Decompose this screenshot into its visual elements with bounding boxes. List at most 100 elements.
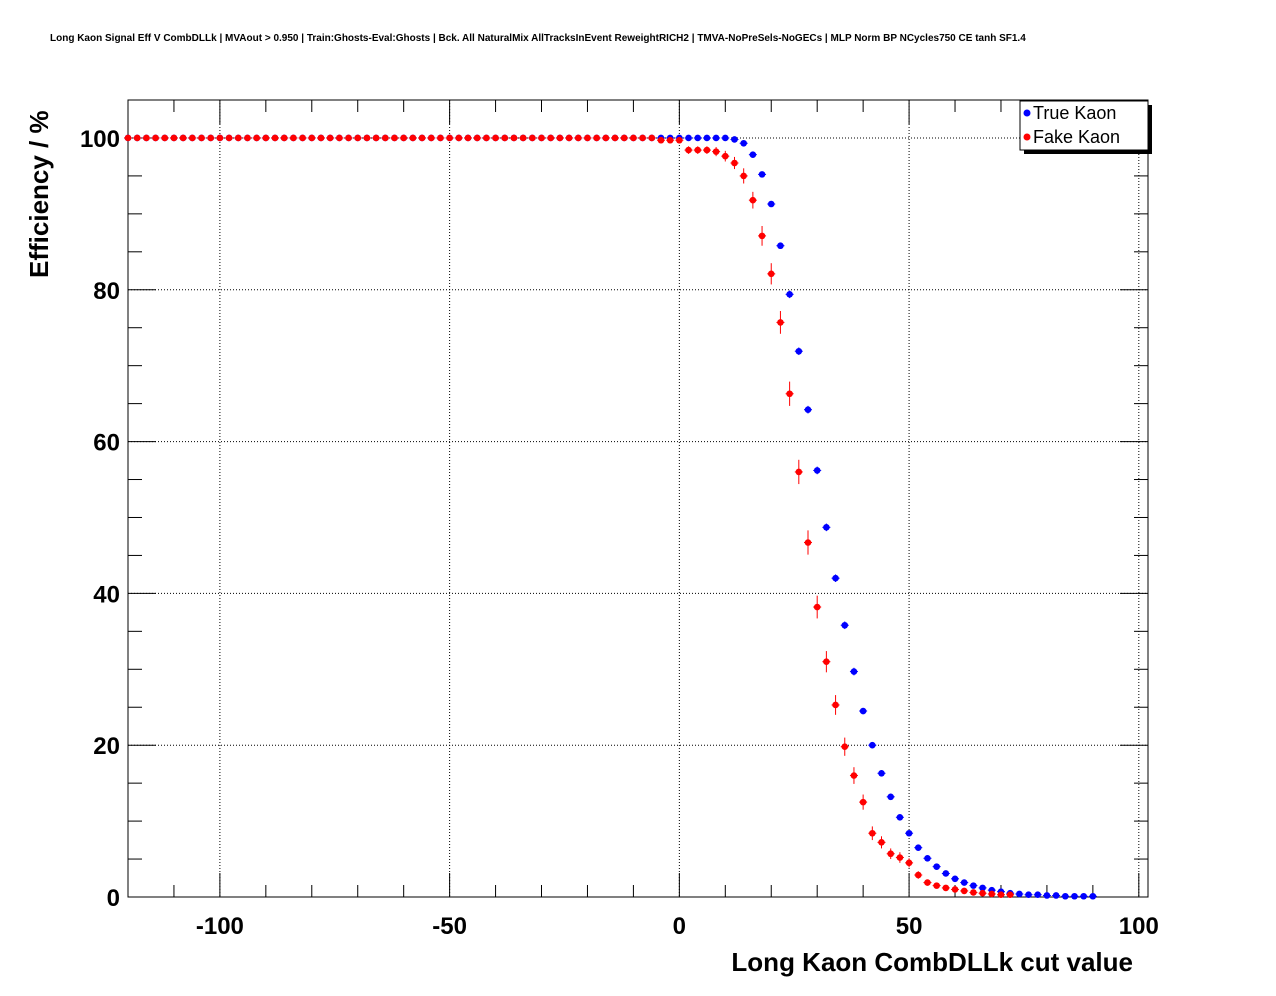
point-fake-kaon	[970, 889, 977, 896]
point-fake-kaon	[133, 134, 141, 142]
legend-box	[1019, 100, 1149, 151]
point-fake-kaon	[611, 134, 619, 142]
point-fake-kaon	[547, 134, 555, 142]
point-fake-kaon	[749, 196, 757, 204]
point-fake-kaon	[124, 134, 132, 142]
point-fake-kaon	[694, 146, 702, 154]
point-fake-kaon	[372, 134, 380, 142]
point-fake-kaon	[565, 134, 573, 142]
point-fake-kaon	[639, 134, 646, 142]
point-fake-kaon	[143, 134, 150, 142]
point-fake-kaon	[473, 134, 481, 142]
point-fake-kaon	[896, 854, 904, 861]
point-fake-kaon	[492, 134, 499, 142]
point-fake-kaon	[574, 134, 582, 142]
x-axis-title: Long Kaon CombDLLk cut value	[731, 947, 1133, 977]
point-true-kaon	[924, 854, 931, 862]
point-fake-kaon	[731, 159, 738, 167]
point-fake-kaon	[1006, 891, 1014, 899]
legend-label-true-kaon: True Kaon	[1033, 103, 1116, 123]
tick-labels: -100 -50 0 50 100 0 20 40 60 80 100	[80, 126, 1159, 940]
point-true-kaon	[1061, 892, 1069, 900]
point-fake-kaon	[602, 134, 610, 142]
point-fake-kaon	[244, 134, 251, 142]
point-true-kaon	[1080, 892, 1087, 900]
point-fake-kaon	[363, 134, 371, 142]
point-true-kaon	[758, 171, 766, 178]
point-true-kaon	[823, 524, 830, 531]
point-fake-kaon	[418, 134, 426, 142]
point-fake-kaon	[878, 839, 885, 846]
y-tick-label: 0	[107, 885, 120, 912]
point-fake-kaon	[354, 134, 362, 142]
point-true-kaon	[767, 200, 775, 208]
point-true-kaon	[749, 151, 757, 158]
x-tick-label: 100	[1119, 913, 1159, 940]
point-fake-kaon	[464, 134, 472, 142]
point-true-kaon	[740, 139, 747, 147]
point-true-kaon	[731, 136, 738, 143]
point-fake-kaon	[345, 134, 352, 142]
point-fake-kaon	[317, 134, 325, 142]
point-fake-kaon	[409, 134, 417, 142]
legend-marker-true-kaon	[1023, 109, 1031, 117]
x-tick-label: 0	[673, 913, 686, 940]
point-fake-kaon	[988, 890, 996, 898]
point-true-kaon	[850, 668, 858, 675]
y-tick-label: 20	[93, 733, 120, 760]
point-fake-kaon	[271, 134, 279, 142]
point-fake-kaon	[951, 886, 959, 893]
point-fake-kaon	[437, 134, 444, 142]
point-fake-kaon	[207, 134, 215, 142]
point-fake-kaon	[997, 891, 1005, 899]
point-true-kaon	[832, 574, 839, 582]
point-true-kaon	[813, 467, 821, 474]
point-true-kaon	[970, 882, 977, 889]
point-fake-kaon	[593, 134, 600, 142]
point-true-kaon	[1025, 891, 1032, 899]
point-fake-kaon	[832, 701, 839, 709]
point-true-kaon	[942, 870, 950, 877]
point-true-kaon	[694, 134, 702, 142]
point-fake-kaon	[676, 136, 683, 144]
point-fake-kaon	[189, 134, 196, 142]
point-true-kaon	[869, 741, 876, 749]
point-true-kaon	[721, 134, 729, 142]
point-true-kaon	[1071, 892, 1078, 900]
x-tick-label: 50	[896, 913, 923, 940]
x-tick-label: -50	[432, 913, 467, 940]
legend-label-fake-kaon: Fake Kaon	[1033, 127, 1120, 147]
point-true-kaon	[841, 621, 849, 629]
point-true-kaon	[878, 769, 885, 777]
point-fake-kaon	[823, 658, 830, 665]
point-true-kaon	[712, 134, 720, 142]
point-fake-kaon	[924, 879, 931, 886]
point-fake-kaon	[234, 134, 242, 142]
point-true-kaon	[786, 291, 793, 298]
point-fake-kaon	[538, 134, 545, 142]
point-fake-kaon	[767, 270, 775, 278]
point-fake-kaon	[887, 850, 895, 858]
point-fake-kaon	[933, 882, 940, 889]
point-fake-kaon	[483, 134, 490, 142]
point-fake-kaon	[216, 134, 224, 142]
y-tick-label: 80	[93, 278, 120, 305]
point-true-kaon	[804, 406, 812, 413]
point-true-kaon	[960, 879, 968, 886]
point-fake-kaon	[400, 134, 407, 142]
point-fake-kaon	[446, 134, 453, 142]
point-fake-kaon	[161, 134, 169, 142]
chart-title: Long Kaon Signal Eff V CombDLLk | MVAout…	[50, 33, 1026, 44]
point-fake-kaon	[712, 148, 720, 155]
point-fake-kaon	[740, 172, 747, 180]
point-true-kaon	[859, 707, 867, 715]
point-fake-kaon	[979, 889, 986, 897]
point-true-kaon	[914, 844, 922, 851]
point-fake-kaon	[630, 134, 637, 142]
point-fake-kaon	[703, 146, 711, 154]
axis-ticks	[127, 99, 1148, 898]
point-fake-kaon	[584, 134, 591, 142]
point-fake-kaon	[620, 134, 628, 142]
x-tick-label: -100	[196, 913, 244, 940]
